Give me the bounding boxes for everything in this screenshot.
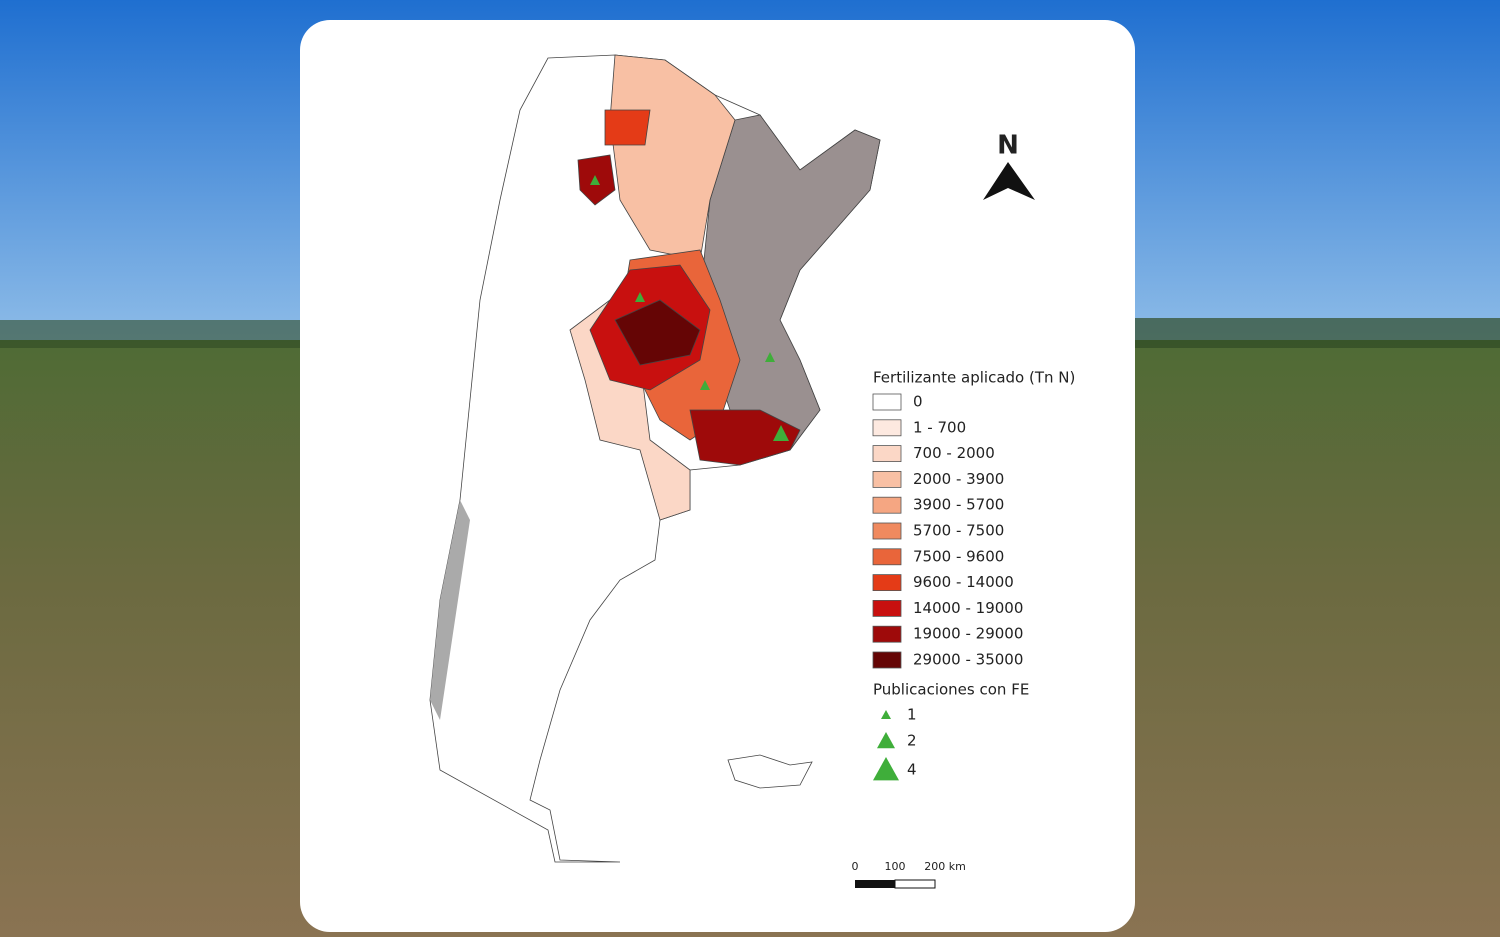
region-light	[609, 54, 736, 261]
north-arrow	[983, 162, 1035, 200]
legend-label: 14000 - 19000	[913, 599, 1023, 617]
legend-swatch	[872, 600, 902, 617]
scale-bar: 0 100 200 km	[852, 860, 966, 889]
scale-segment	[894, 879, 936, 889]
legend: Fertilizante aplicado (Tn N) Publicacion…	[872, 369, 1075, 781]
region-mid	[604, 109, 651, 146]
symbol-legend-title: Publicaciones con FE	[873, 681, 1029, 699]
legend-swatch	[872, 445, 902, 463]
legend-label: 7500 - 9600	[913, 547, 1004, 565]
legend-symbol	[881, 710, 891, 719]
legend-label: 0	[913, 393, 923, 411]
legend-swatch	[872, 574, 902, 591]
legend-swatch	[872, 419, 902, 437]
scale-label: 200 km	[924, 860, 966, 873]
legend-label: 29000 - 35000	[913, 651, 1023, 669]
legend-title: Fertilizante aplicado (Tn N)	[873, 369, 1075, 387]
legend-swatch	[872, 496, 902, 514]
symbol-marker	[635, 292, 645, 302]
tree-line	[0, 320, 300, 348]
legend-symbol	[877, 732, 895, 749]
legend-label: 700 - 2000	[913, 444, 995, 462]
legend-label: 1	[907, 706, 917, 724]
region-red	[689, 409, 801, 466]
legend-swatch	[872, 651, 902, 669]
legend-label: 19000 - 29000	[913, 625, 1023, 643]
legend-label: 2000 - 3900	[913, 470, 1004, 488]
legend-label: 5700 - 7500	[913, 522, 1004, 540]
map	[429, 54, 881, 863]
legend-label: 9600 - 14000	[913, 573, 1014, 591]
legend-symbol	[873, 757, 899, 781]
symbol-marker	[590, 175, 600, 185]
legend-swatch	[872, 625, 902, 643]
legend-swatch	[872, 393, 902, 411]
legend-swatch	[872, 522, 902, 540]
legend-label: 4	[907, 761, 917, 779]
symbol-marker	[765, 352, 775, 362]
symbol-marker	[773, 425, 789, 441]
scale-label: 100	[885, 860, 906, 873]
legend-swatch	[872, 470, 902, 488]
islands	[727, 754, 813, 789]
shoreline-shade	[430, 500, 470, 720]
tree-line	[1135, 318, 1500, 348]
region-dark	[614, 299, 701, 366]
north-label: N	[997, 131, 1019, 161]
scale-segment	[855, 880, 895, 888]
scale-label: 0	[852, 860, 859, 873]
symbol-marker	[700, 380, 710, 390]
legend-swatch	[872, 548, 902, 566]
legend-label: 2	[907, 732, 917, 750]
legend-label: 3900 - 5700	[913, 496, 1004, 514]
legend-label: 1 - 700	[913, 418, 966, 436]
